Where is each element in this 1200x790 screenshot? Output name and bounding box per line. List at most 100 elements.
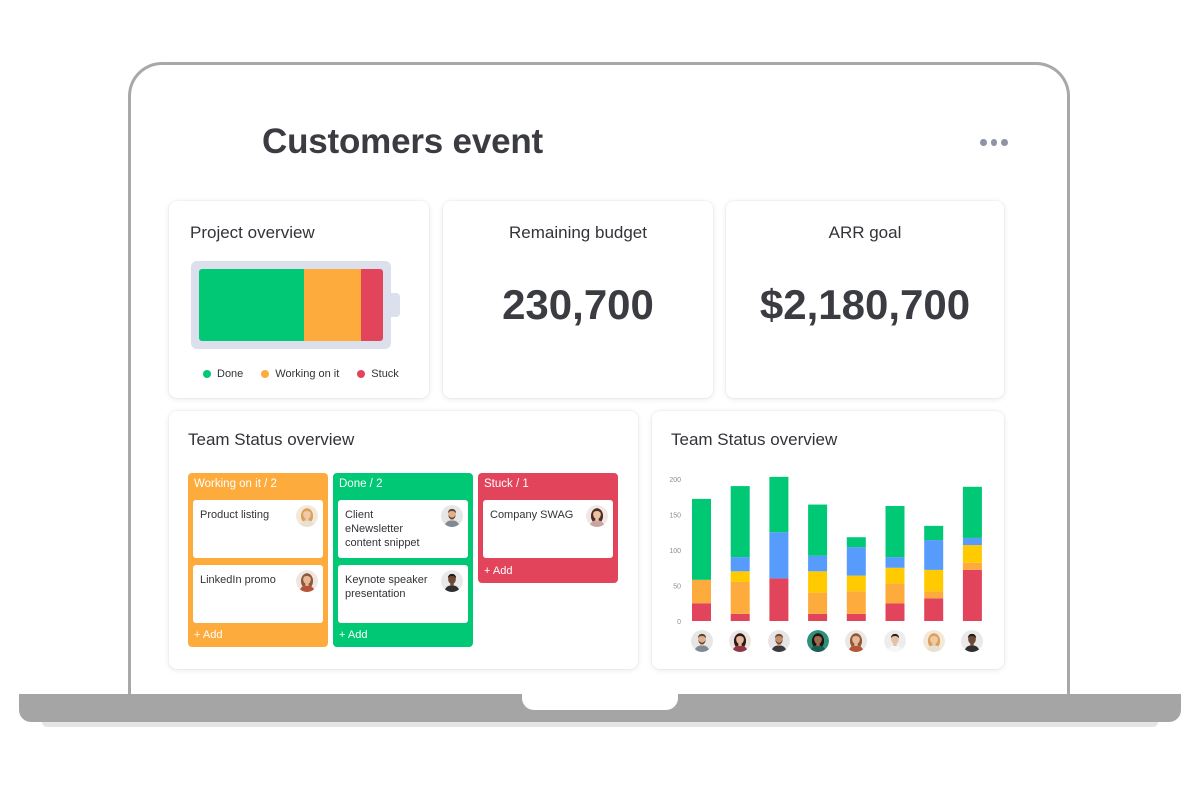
project-overview-card: Project overview Done Working on it Stuck bbox=[169, 201, 429, 398]
kanban-card-title: Product listing bbox=[200, 509, 270, 521]
legend-label: Done bbox=[217, 368, 244, 380]
kanban-card[interactable]: Keynote speaker presentation bbox=[338, 565, 468, 623]
battery-segment-stuck[interactable] bbox=[360, 269, 383, 341]
y-tick-label: 100 bbox=[669, 548, 681, 555]
bar-segment[interactable] bbox=[962, 545, 982, 563]
bar-segment[interactable] bbox=[885, 603, 905, 621]
team-member-avatar[interactable] bbox=[767, 630, 790, 652]
legend-item: Done bbox=[203, 368, 243, 380]
team-member-avatar[interactable] bbox=[729, 630, 752, 652]
arr-goal-value: $2,180,700 bbox=[759, 281, 971, 328]
laptop-base-shadow bbox=[42, 722, 1158, 727]
bar-segment[interactable] bbox=[692, 498, 711, 580]
team-status-board-card: Team Status overview Working on it / 2 Pr… bbox=[169, 411, 638, 669]
team-member-avatar[interactable] bbox=[922, 630, 945, 652]
kanban-card-title: Keynote speaker presentation bbox=[345, 574, 428, 600]
legend-dot-icon bbox=[261, 370, 270, 378]
project-overview-title: Project overview bbox=[190, 223, 315, 242]
assignee-avatar[interactable] bbox=[586, 505, 608, 527]
status-legend: Done Working on it Stuck bbox=[203, 368, 399, 380]
bar-segment[interactable] bbox=[846, 575, 866, 592]
add-item-link[interactable]: + Add bbox=[339, 629, 368, 641]
team-member-avatar[interactable] bbox=[961, 630, 984, 652]
bar-segment[interactable] bbox=[769, 476, 789, 533]
kanban-card-title: Client eNewsletter content snippet bbox=[345, 509, 420, 549]
bar-segment[interactable] bbox=[885, 567, 905, 584]
y-tick-label: 150 bbox=[669, 513, 681, 520]
bar-segment[interactable] bbox=[730, 486, 750, 558]
bar-segment[interactable] bbox=[962, 486, 982, 538]
bar-segment[interactable] bbox=[692, 603, 711, 621]
team-status-chart-card: Team Status overview 0 50 100 150 200 bbox=[652, 411, 1004, 669]
battery-segment-done[interactable] bbox=[199, 269, 304, 341]
bar-segment[interactable] bbox=[808, 613, 828, 621]
bar-segment[interactable] bbox=[730, 571, 750, 582]
assignee-avatar[interactable] bbox=[441, 570, 463, 592]
bar-segment[interactable] bbox=[808, 504, 828, 556]
team-member-avatar[interactable] bbox=[845, 630, 868, 652]
assignee-avatar[interactable] bbox=[441, 505, 463, 527]
more-options-icon[interactable] bbox=[980, 136, 1009, 148]
team-status-chart-title: Team Status overview bbox=[671, 430, 838, 449]
bar-segment[interactable] bbox=[808, 592, 828, 614]
team-member-avatar[interactable] bbox=[806, 630, 829, 652]
bar-segment[interactable] bbox=[769, 532, 789, 579]
bar-segment[interactable] bbox=[885, 583, 905, 604]
kanban-column: Working on it / 2 Product listing LinkedIn… bbox=[188, 473, 328, 647]
kanban-column: Stuck / 1 Company SWAG + Add bbox=[478, 473, 618, 583]
arr-goal-card: ARR goal $2,180,700 bbox=[726, 201, 1004, 398]
arr-goal-title: ARR goal bbox=[828, 223, 902, 242]
bar-segment[interactable] bbox=[962, 569, 982, 621]
bar-segment[interactable] bbox=[962, 537, 982, 546]
bar-segment[interactable] bbox=[692, 579, 711, 604]
assignee-avatar[interactable] bbox=[296, 505, 318, 527]
kanban-card[interactable]: LinkedIn promo bbox=[193, 565, 323, 623]
bar-segment[interactable] bbox=[846, 591, 866, 614]
bar-segment[interactable] bbox=[885, 557, 905, 568]
kanban-card[interactable]: Company SWAG bbox=[483, 500, 613, 558]
bar-segment[interactable] bbox=[885, 505, 905, 558]
bar-segment[interactable] bbox=[924, 569, 944, 592]
kanban-column-header: Working on it / 2 bbox=[194, 478, 277, 490]
stacked-bar-chart: 0 50 100 150 200 bbox=[669, 476, 982, 626]
bar-segment[interactable] bbox=[846, 537, 866, 548]
remaining-budget-card: Remaining budget 230,700 bbox=[443, 201, 713, 398]
battery-fill bbox=[199, 269, 383, 341]
bar-segment[interactable] bbox=[962, 562, 982, 570]
bar-segment[interactable] bbox=[730, 613, 750, 621]
team-status-board-title: Team Status overview bbox=[188, 430, 355, 449]
bar-segment[interactable] bbox=[769, 578, 789, 621]
kanban-card-title: Company SWAG bbox=[490, 509, 574, 521]
battery-progress bbox=[191, 261, 391, 349]
bar-segment[interactable] bbox=[924, 591, 944, 599]
battery-segment-working[interactable] bbox=[303, 269, 361, 341]
bar-segment[interactable] bbox=[846, 547, 866, 576]
kanban-card[interactable]: Product listing bbox=[193, 500, 323, 558]
y-tick-label: 200 bbox=[669, 477, 681, 484]
kanban-column-header: Done / 2 bbox=[339, 478, 383, 490]
kanban-column-header: Stuck / 1 bbox=[484, 478, 529, 490]
add-item-link[interactable]: + Add bbox=[194, 629, 223, 641]
add-item-link[interactable]: + Add bbox=[484, 565, 513, 577]
bar-segment[interactable] bbox=[924, 525, 944, 541]
y-tick-label: 0 bbox=[677, 619, 681, 626]
legend-label: Stuck bbox=[371, 368, 399, 380]
bar-segment[interactable] bbox=[730, 581, 750, 614]
kanban-column: Done / 2 Client eNewsletter content snipp… bbox=[333, 473, 473, 647]
page-title: Customers event bbox=[262, 122, 543, 161]
battery-cap bbox=[391, 293, 400, 317]
y-tick-label: 50 bbox=[673, 584, 681, 591]
bar-segment[interactable] bbox=[924, 598, 944, 621]
legend-label: Working on it bbox=[275, 368, 340, 380]
team-member-avatar[interactable] bbox=[690, 630, 713, 652]
bar-segment[interactable] bbox=[924, 540, 944, 570]
assignee-avatar[interactable] bbox=[296, 570, 318, 592]
team-member-avatar[interactable] bbox=[884, 630, 906, 652]
bar-segment[interactable] bbox=[730, 557, 750, 572]
legend-item: Working on it bbox=[261, 368, 339, 380]
bar-segment[interactable] bbox=[808, 555, 828, 572]
bar-segment[interactable] bbox=[808, 571, 828, 593]
bar-segment[interactable] bbox=[846, 613, 866, 621]
remaining-budget-title: Remaining budget bbox=[509, 223, 647, 242]
kanban-card[interactable]: Client eNewsletter content snippet bbox=[338, 500, 468, 558]
